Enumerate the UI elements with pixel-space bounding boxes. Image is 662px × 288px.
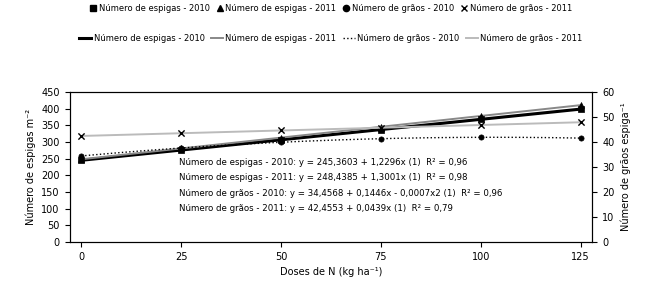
Point — [575, 107, 586, 111]
X-axis label: Doses de N (kg ha⁻¹): Doses de N (kg ha⁻¹) — [280, 267, 382, 277]
Point — [276, 140, 287, 145]
Point — [475, 114, 486, 118]
Point — [176, 131, 187, 136]
Point — [276, 135, 287, 140]
Point — [76, 157, 87, 162]
Point — [375, 126, 386, 130]
Point — [575, 136, 586, 141]
Point — [475, 123, 486, 127]
Point — [276, 128, 287, 133]
Point — [276, 137, 287, 142]
Point — [76, 154, 87, 158]
Point — [176, 146, 187, 151]
Point — [475, 117, 486, 122]
Y-axis label: Número de espigas m⁻²: Número de espigas m⁻² — [25, 109, 36, 225]
Point — [76, 134, 87, 138]
Point — [375, 127, 386, 132]
Y-axis label: Número de grãos espiga⁻¹: Número de grãos espiga⁻¹ — [620, 103, 631, 231]
Point — [176, 146, 187, 150]
Point — [475, 135, 486, 140]
Point — [176, 148, 187, 152]
Point — [575, 103, 586, 107]
Point — [575, 120, 586, 124]
Legend: Número de espigas - 2010, Número de espigas - 2011, Número de grãos - 2010, Núme: Número de espigas - 2010, Número de espi… — [89, 4, 573, 13]
Legend: Número de espigas - 2010, Número de espigas - 2011, Número de grãos - 2010, Núme: Número de espigas - 2010, Número de espi… — [79, 34, 583, 43]
Point — [76, 158, 87, 162]
Text: Número de espigas - 2010: y = 245,3603 + 1,2296x (1)  R² = 0,96
Número de espiga: Número de espigas - 2010: y = 245,3603 +… — [179, 158, 502, 213]
Point — [375, 124, 386, 129]
Point — [375, 137, 386, 141]
